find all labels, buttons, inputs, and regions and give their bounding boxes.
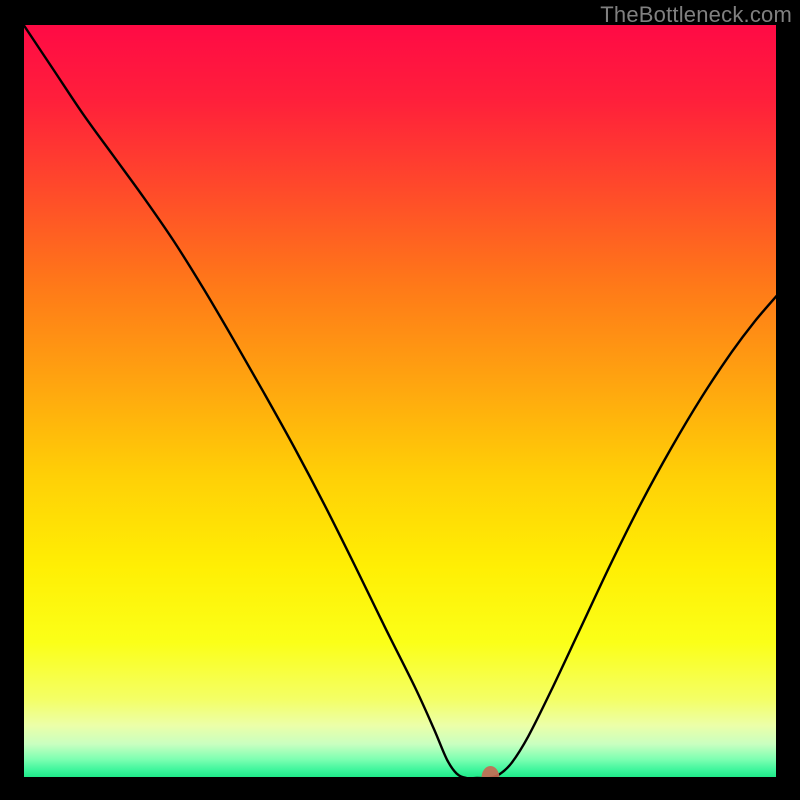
watermark-text: TheBottleneck.com [600, 2, 792, 28]
bottleneck-chart [0, 0, 800, 800]
chart-stage: TheBottleneck.com [0, 0, 800, 800]
plot-background [23, 24, 777, 778]
